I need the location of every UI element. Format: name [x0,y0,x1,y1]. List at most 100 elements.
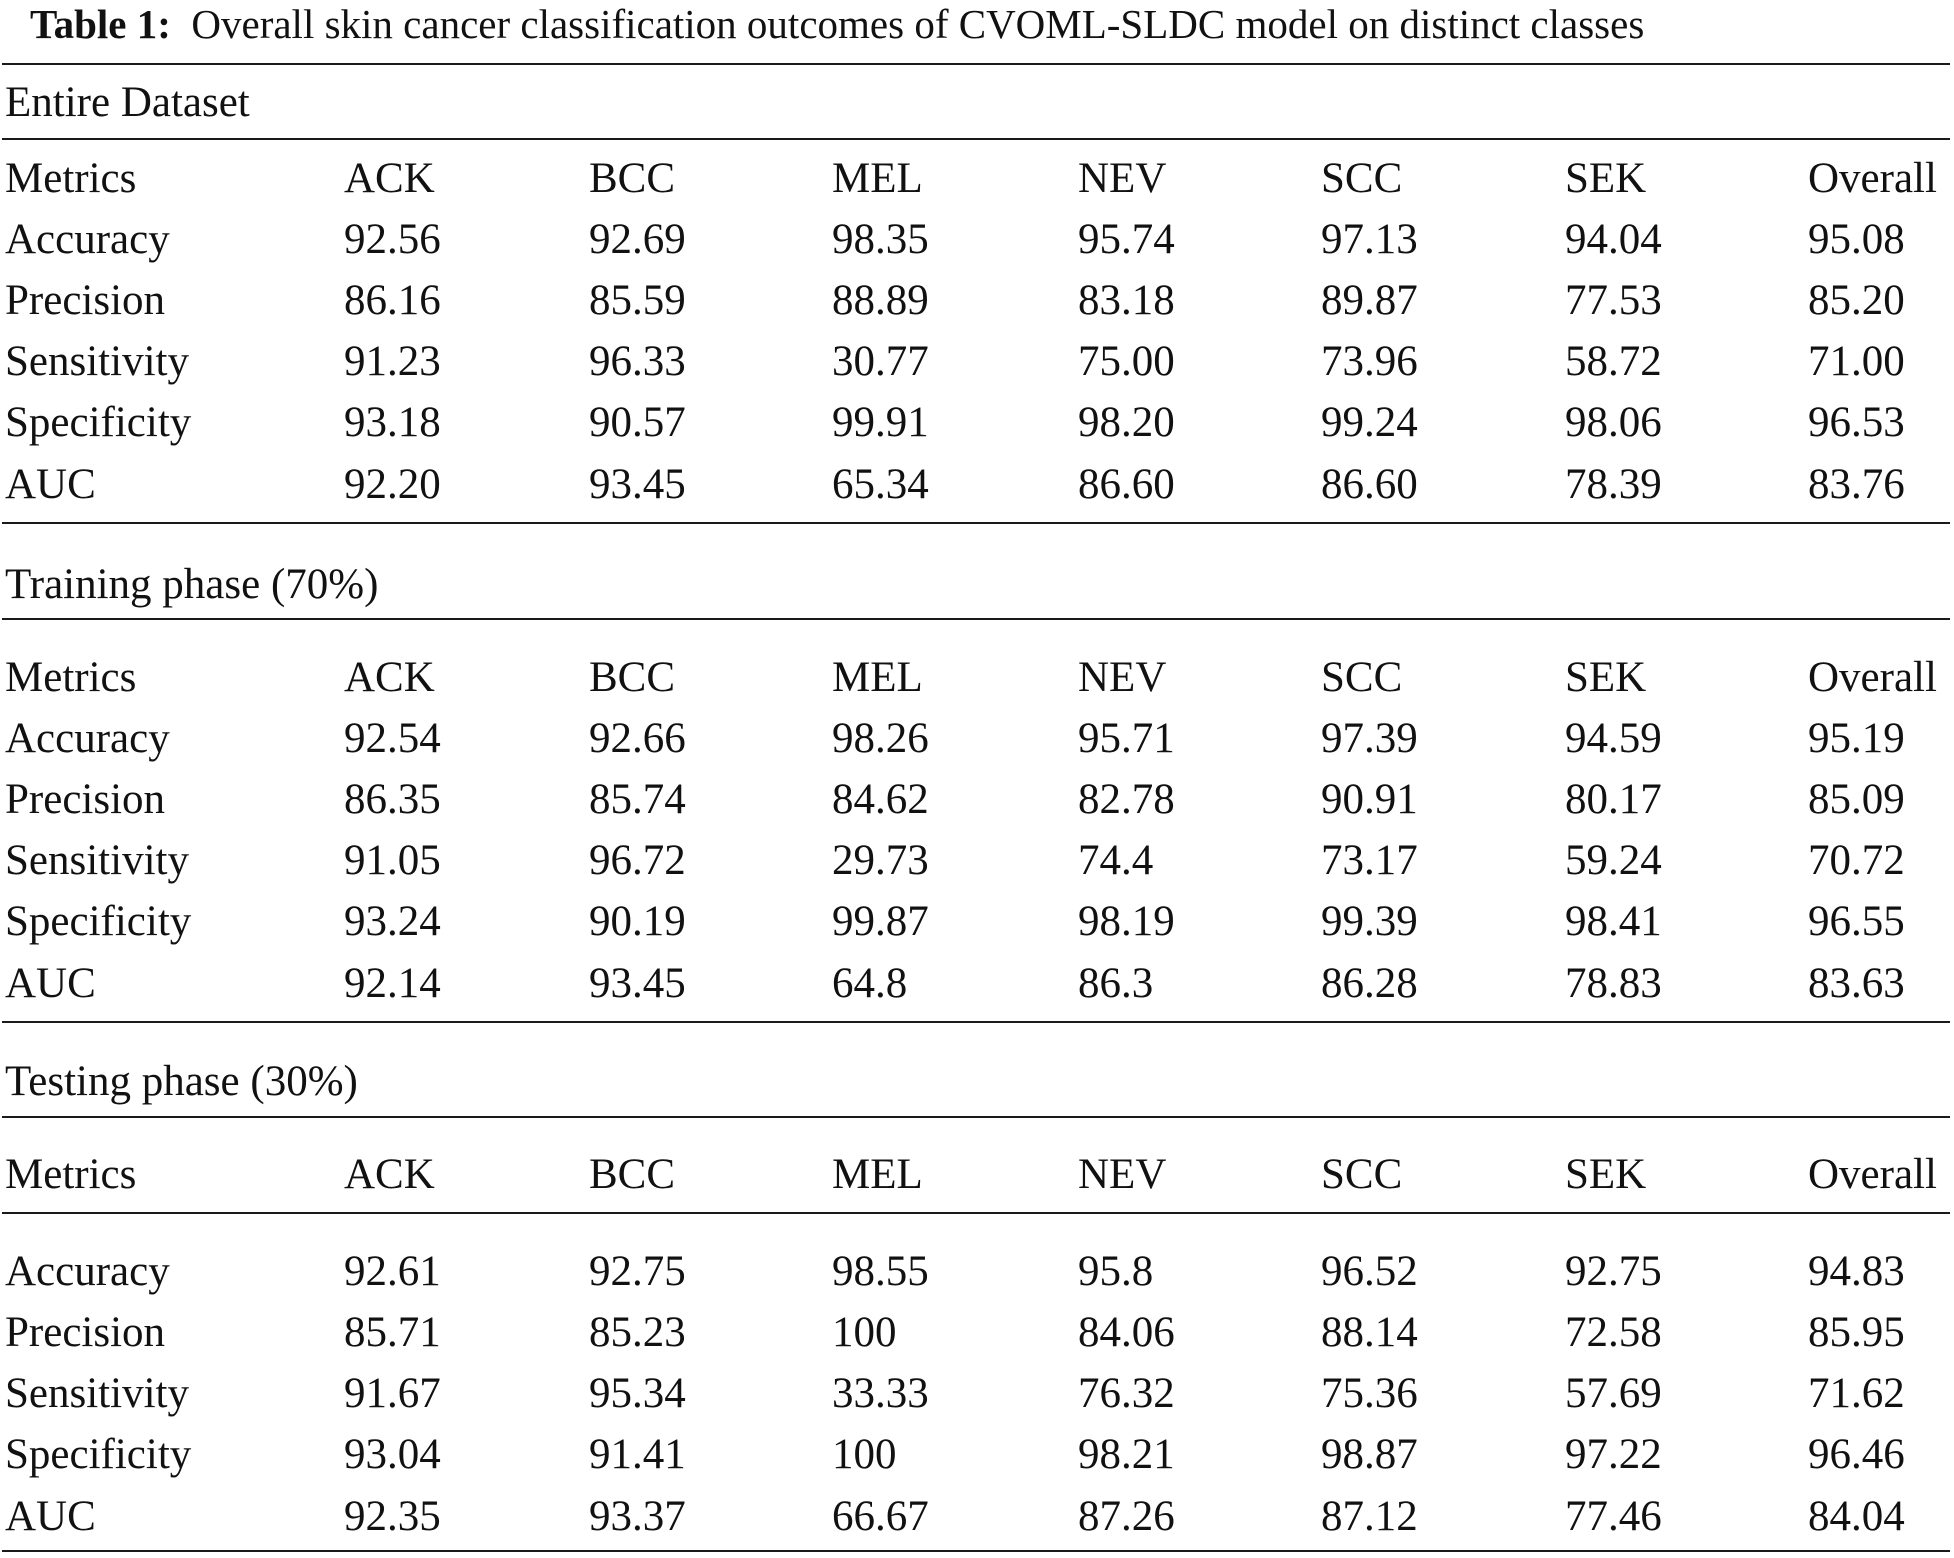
table-cell: 99.24 [1321,399,1418,446]
table-cell: 92.35 [344,1493,441,1540]
table-cell: 97.39 [1321,715,1418,762]
table-cell: 91.05 [344,837,441,884]
table-cell: 88.14 [1321,1309,1418,1356]
table-cell: 94.04 [1565,216,1662,263]
table-cell: 90.57 [589,399,686,446]
table-cell: 95.19 [1808,715,1905,762]
table-cell: 94.83 [1808,1248,1905,1295]
table-cell: 77.53 [1565,277,1662,324]
table-cell: 86.60 [1078,461,1175,508]
table-row: Specificity 93.18 90.57 99.91 98.20 99.2… [0,395,1954,451]
row-label: Precision [5,277,166,324]
table-cell: 57.69 [1565,1370,1662,1417]
row-label: Specificity [5,1431,192,1478]
caption-label: Table 1: [30,1,171,47]
table-cell: 73.96 [1321,338,1418,385]
table-cell: 75.00 [1078,338,1175,385]
table-cell: 90.19 [589,898,686,945]
table-cell: 98.87 [1321,1431,1418,1478]
table-cell: 92.75 [589,1248,686,1295]
row-label: Specificity [5,399,192,446]
header-cell-bcc: BCC [589,155,676,202]
table-cell: 86.35 [344,776,441,823]
header-row: Metrics ACK BCC MEL NEV SCC SEK Overall [0,151,1954,207]
section-title-training-phase: Training phase (70%) [5,561,379,608]
table-cell: 74.4 [1078,837,1154,884]
table-cell: 90.91 [1321,776,1418,823]
table-cell: 98.26 [832,715,929,762]
header-cell-sek: SEK [1565,155,1647,202]
table-row: Accuracy 92.61 92.75 98.55 95.8 96.52 92… [0,1244,1954,1300]
table-cell: 73.17 [1321,837,1418,884]
row-label: Sensitivity [5,338,189,385]
header-cell-bcc: BCC [589,654,676,701]
header-cell-scc: SCC [1321,654,1403,701]
table-cell: 78.83 [1565,960,1662,1007]
table-cell: 92.75 [1565,1248,1662,1295]
section-rule [2,1116,1950,1118]
table-cell: 92.20 [344,461,441,508]
header-cell-bcc: BCC [589,1151,676,1198]
table-cell: 96.52 [1321,1248,1418,1295]
table-row: Specificity 93.24 90.19 99.87 98.19 99.3… [0,894,1954,950]
header-cell-mel: MEL [832,654,923,701]
table-cell: 77.46 [1565,1493,1662,1540]
table-cell: 91.23 [344,338,441,385]
table-cell: 71.00 [1808,338,1905,385]
header-cell-nev: NEV [1078,1151,1167,1198]
table-row: Precision 86.16 85.59 88.89 83.18 89.87 … [0,273,1954,329]
header-cell-metrics: Metrics [5,155,137,202]
table-cell: 99.91 [832,399,929,446]
table-cell: 98.19 [1078,898,1175,945]
table-cell: 85.20 [1808,277,1905,324]
table-cell: 80.17 [1565,776,1662,823]
section-divider-rule [2,522,1950,524]
table-cell: 87.26 [1078,1493,1175,1540]
table-cell: 83.63 [1808,960,1905,1007]
section-rule [2,138,1950,140]
row-label: AUC [5,461,96,508]
table-cell: 93.45 [589,960,686,1007]
table-row: Precision 85.71 85.23 100 84.06 88.14 72… [0,1305,1954,1361]
table-row: Specificity 93.04 91.41 100 98.21 98.87 … [0,1427,1954,1483]
table-cell: 98.06 [1565,399,1662,446]
table-cell: 98.21 [1078,1431,1175,1478]
row-label: AUC [5,960,96,1007]
table-cell: 98.20 [1078,399,1175,446]
table-cell: 86.16 [344,277,441,324]
table-cell: 93.04 [344,1431,441,1478]
row-label: Precision [5,1309,166,1356]
bottom-rule [2,1550,1950,1552]
table-cell: 72.58 [1565,1309,1662,1356]
table-cell: 83.76 [1808,461,1905,508]
table-cell: 99.87 [832,898,929,945]
section-title-testing-phase: Testing phase (30%) [5,1058,358,1105]
table-cell: 85.23 [589,1309,686,1356]
table-cell: 76.32 [1078,1370,1175,1417]
table-row: Sensitivity 91.05 96.72 29.73 74.4 73.17… [0,833,1954,889]
table-cell: 92.56 [344,216,441,263]
table-cell: 95.08 [1808,216,1905,263]
table-cell: 83.18 [1078,277,1175,324]
table-row: Sensitivity 91.23 96.33 30.77 75.00 73.9… [0,334,1954,390]
table-cell: 92.66 [589,715,686,762]
table-cell: 96.33 [589,338,686,385]
table-cell: 92.69 [589,216,686,263]
table-cell: 85.95 [1808,1309,1905,1356]
header-cell-nev: NEV [1078,155,1167,202]
table-cell: 100 [832,1309,897,1356]
table-cell: 86.28 [1321,960,1418,1007]
row-label: Specificity [5,898,192,945]
table-cell: 89.87 [1321,277,1418,324]
section-title-entire-dataset: Entire Dataset [5,79,250,126]
table-row: AUC 92.20 93.45 65.34 86.60 86.60 78.39 … [0,457,1954,513]
row-label: Sensitivity [5,1370,189,1417]
header-cell-metrics: Metrics [5,1151,137,1198]
table-cell: 29.73 [832,837,929,884]
table-cell: 33.33 [832,1370,929,1417]
row-label: Precision [5,776,166,823]
table-row: Accuracy 92.56 92.69 98.35 95.74 97.13 9… [0,212,1954,268]
table-cell: 84.04 [1808,1493,1905,1540]
table-cell: 84.62 [832,776,929,823]
table-cell: 95.71 [1078,715,1175,762]
